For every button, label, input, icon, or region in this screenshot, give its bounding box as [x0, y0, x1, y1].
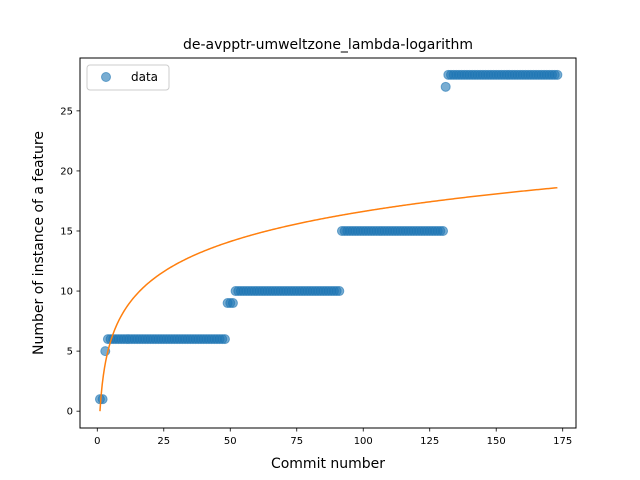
data-point	[335, 287, 344, 296]
x-tick-label: 125	[420, 436, 439, 447]
x-tick-label: 75	[290, 436, 303, 447]
y-tick-label: 5	[67, 347, 73, 358]
y-axis-label: Number of instance of a feature	[31, 131, 47, 355]
x-tick-label: 0	[94, 436, 100, 447]
x-axis-label: Commit number	[271, 456, 385, 472]
y-tick-label: 25	[60, 106, 73, 117]
y-tick-label: 20	[60, 166, 73, 177]
x-tick-label: 100	[354, 436, 373, 447]
x-tick-label: 150	[487, 436, 506, 447]
y-tick-label: 0	[67, 407, 73, 418]
data-point	[98, 395, 107, 404]
y-tick-label: 10	[60, 287, 73, 298]
data-point	[439, 226, 448, 235]
data-point	[441, 82, 450, 91]
data-point	[553, 70, 562, 79]
legend-label-data: data	[131, 70, 158, 84]
y-tick-label: 15	[60, 226, 73, 237]
data-point	[228, 299, 237, 308]
x-tick-label: 175	[553, 436, 572, 447]
chart-title: de-avpptr-umweltzone_lambda-logarithm	[183, 37, 473, 53]
x-tick-label: 50	[224, 436, 237, 447]
legend-marker-data	[102, 73, 111, 82]
x-tick-label: 25	[157, 436, 170, 447]
data-point	[220, 335, 229, 344]
legend: data	[87, 65, 169, 90]
